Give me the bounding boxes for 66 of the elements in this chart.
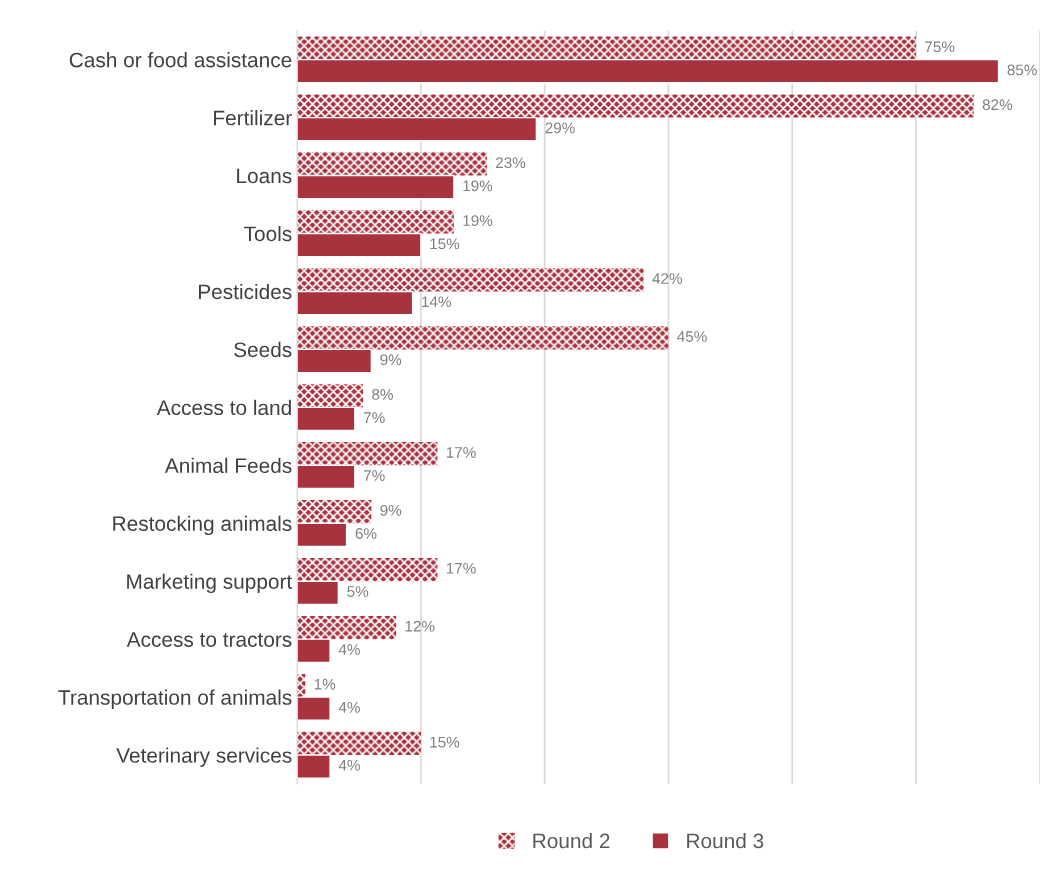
bar <box>297 290 414 316</box>
bar <box>297 615 397 640</box>
y-tick-label: Pesticides <box>198 283 292 300</box>
y-tick-label: Access to land <box>156 399 291 416</box>
bar <box>297 232 422 258</box>
bar <box>297 94 974 118</box>
bar <box>297 210 454 234</box>
data-label: 85% <box>1007 64 1037 76</box>
data-label: 19% <box>463 180 493 192</box>
data-label: 23% <box>495 157 526 169</box>
data-label: 9% <box>380 504 402 516</box>
bar <box>297 754 331 779</box>
bar <box>297 464 356 490</box>
bar <box>297 731 421 756</box>
data-label: 9% <box>380 354 402 366</box>
data-label: 5% <box>347 586 369 597</box>
data-label: 82% <box>982 99 1013 111</box>
y-tick-label: Transportation of animals <box>58 689 292 709</box>
bar <box>297 558 438 582</box>
y-tick-label: Access to tractors <box>126 632 292 647</box>
bar <box>297 442 438 466</box>
data-label: 45% <box>677 331 707 342</box>
data-label: 19% <box>463 215 493 226</box>
legend-label: Round 2 <box>533 833 610 849</box>
data-label: 1% <box>314 678 336 690</box>
bar <box>297 58 1000 84</box>
y-tick-label: Animal Feeds <box>164 457 292 474</box>
bar <box>297 116 538 142</box>
bar <box>297 580 340 606</box>
bar <box>297 638 331 664</box>
bar <box>297 406 356 432</box>
y-tick-label: Restocking animals <box>113 515 292 536</box>
bar <box>297 348 373 374</box>
data-label: 14% <box>422 296 451 308</box>
data-label: 17% <box>446 562 476 574</box>
y-tick-label: Seeds <box>234 341 292 358</box>
bar <box>297 522 348 548</box>
data-label: 17% <box>446 447 476 458</box>
bar <box>297 36 916 60</box>
data-label: 6% <box>355 528 377 539</box>
legend-label: Round 3 <box>687 833 764 849</box>
bar <box>297 268 644 292</box>
y-tick-label: Fertilizer <box>214 110 292 126</box>
data-label: 4% <box>338 759 360 771</box>
y-tick-label: Marketing support <box>127 573 293 594</box>
data-label: 7% <box>363 412 385 423</box>
data-label: 8% <box>372 389 393 400</box>
data-label: 29% <box>545 122 575 134</box>
data-label: 15% <box>430 736 460 748</box>
y-tick-label: Loans <box>237 168 292 184</box>
bar <box>297 696 331 721</box>
data-label: 42% <box>652 273 683 284</box>
data-label: 12% <box>405 620 435 632</box>
bar <box>297 174 455 200</box>
bar <box>297 152 487 176</box>
bar <box>297 384 364 408</box>
data-label: 75% <box>925 41 955 53</box>
y-tick-label: Veterinary services <box>116 747 292 767</box>
data-label: 4% <box>338 702 360 713</box>
y-tick-label: Tools <box>244 225 292 242</box>
data-label: 7% <box>363 470 385 481</box>
y-tick-label: Cash or food assistance <box>69 52 292 68</box>
bar <box>297 500 372 524</box>
bar <box>297 326 669 350</box>
data-label: 4% <box>338 644 360 655</box>
data-label: 15% <box>430 238 460 250</box>
